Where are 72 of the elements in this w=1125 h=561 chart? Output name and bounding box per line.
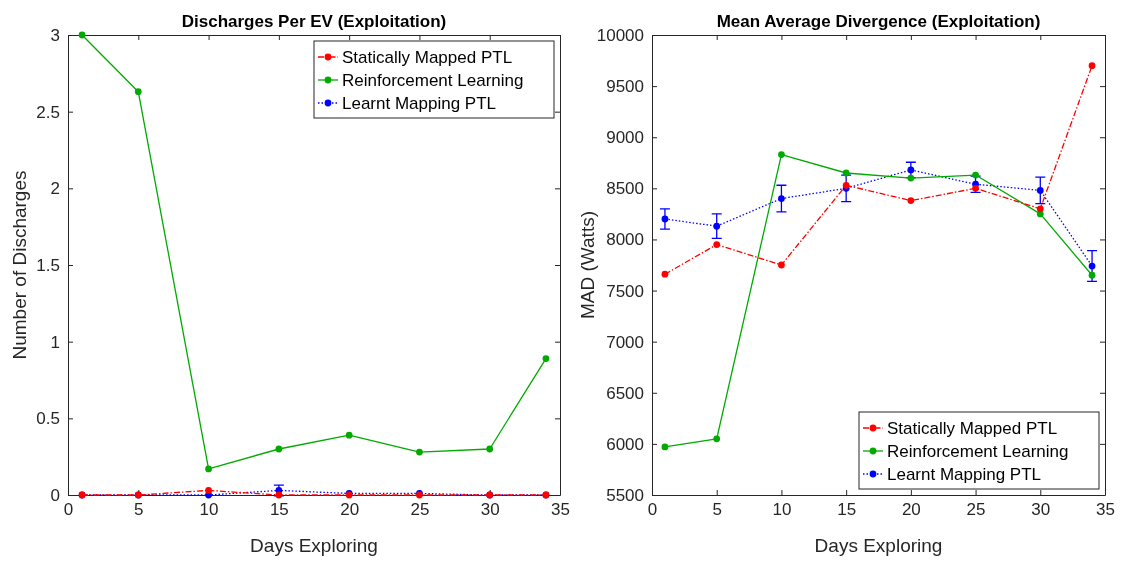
legend-label: Reinforcement Learning: [887, 442, 1069, 461]
x-tick-label: 15: [837, 500, 857, 520]
x-tick-label: 20: [901, 500, 921, 520]
point: [778, 151, 785, 158]
chart-title: Mean Average Divergence (Exploitation): [716, 12, 1041, 31]
x-tick-label: 20: [340, 500, 360, 520]
x-axis-title: Days Exploring: [814, 535, 943, 556]
point: [972, 171, 979, 179]
chart-title: Discharges Per EV (Exploitation): [181, 12, 447, 31]
x-tick-label: 25: [410, 500, 430, 520]
legend-label: Learnt Mapping PTL: [887, 465, 1042, 484]
x-axis-title: Days Exploring: [250, 535, 378, 556]
x-tick-label: 15: [269, 500, 289, 520]
point: [713, 435, 721, 443]
x-tick-label: 10: [772, 500, 792, 520]
point: [134, 88, 142, 96]
point: [778, 261, 785, 269]
y-tick-label: 5500: [606, 485, 644, 505]
x-tick-label: 35: [1096, 500, 1115, 520]
point: [416, 448, 423, 456]
y-tick-label: 7000: [606, 332, 644, 352]
point: [1088, 62, 1096, 70]
point: [778, 195, 785, 202]
point: [1036, 205, 1044, 213]
x-tick-label: 0: [647, 500, 658, 520]
point: [713, 241, 721, 248]
x-tick-label: 5: [134, 500, 144, 520]
y-tick-label: 6000: [606, 434, 644, 454]
y-tick-label: 8500: [606, 179, 644, 199]
point: [661, 215, 669, 223]
point: [1036, 187, 1044, 194]
y-tick-label: 2: [50, 179, 60, 199]
y-axis-title: Number of Discharges: [9, 170, 30, 360]
y-tick-label: 3: [50, 25, 60, 45]
point: [1088, 262, 1096, 270]
legend-label: Statically Mapped PTL: [342, 48, 513, 67]
legend-label: Reinforcement Learning: [342, 71, 524, 90]
y-tick-label: 8000: [606, 230, 644, 250]
legend-label: Statically Mapped PTL: [887, 419, 1058, 438]
point: [713, 222, 721, 230]
point: [78, 31, 86, 39]
y-tick-label: 9000: [606, 128, 644, 148]
point: [275, 445, 283, 453]
x-tick-label: 35: [551, 500, 570, 520]
point: [1088, 271, 1096, 279]
point: [661, 443, 669, 451]
x-tick-label: 25: [966, 500, 986, 520]
point: [907, 174, 915, 182]
x-tick-label: 5: [712, 500, 722, 520]
y-tick-label: 7500: [606, 281, 644, 301]
y-tick-label: 0.5: [36, 409, 60, 429]
y-axis-title: MAD (Watts): [577, 210, 598, 320]
point: [345, 431, 353, 439]
point: [205, 465, 212, 473]
point: [972, 184, 979, 192]
x-tick-label: 30: [480, 500, 500, 520]
y-tick-label: 1.5: [36, 255, 60, 275]
x-tick-label: 30: [1031, 500, 1051, 520]
y-tick-label: 10000: [596, 25, 644, 45]
x-tick-label: 0: [63, 500, 74, 520]
y-tick-label: 2.5: [36, 102, 60, 122]
y-tick-label: 9500: [606, 77, 644, 97]
point: [486, 445, 494, 453]
point: [907, 197, 915, 204]
legend-label: Learnt Mapping PTL: [342, 94, 497, 113]
y-tick-label: 0: [50, 485, 60, 505]
y-tick-label: 1: [50, 332, 60, 352]
point: [542, 355, 550, 362]
point: [661, 270, 669, 278]
x-tick-label: 10: [199, 500, 219, 520]
point: [842, 169, 850, 177]
y-tick-label: 6500: [606, 383, 644, 403]
